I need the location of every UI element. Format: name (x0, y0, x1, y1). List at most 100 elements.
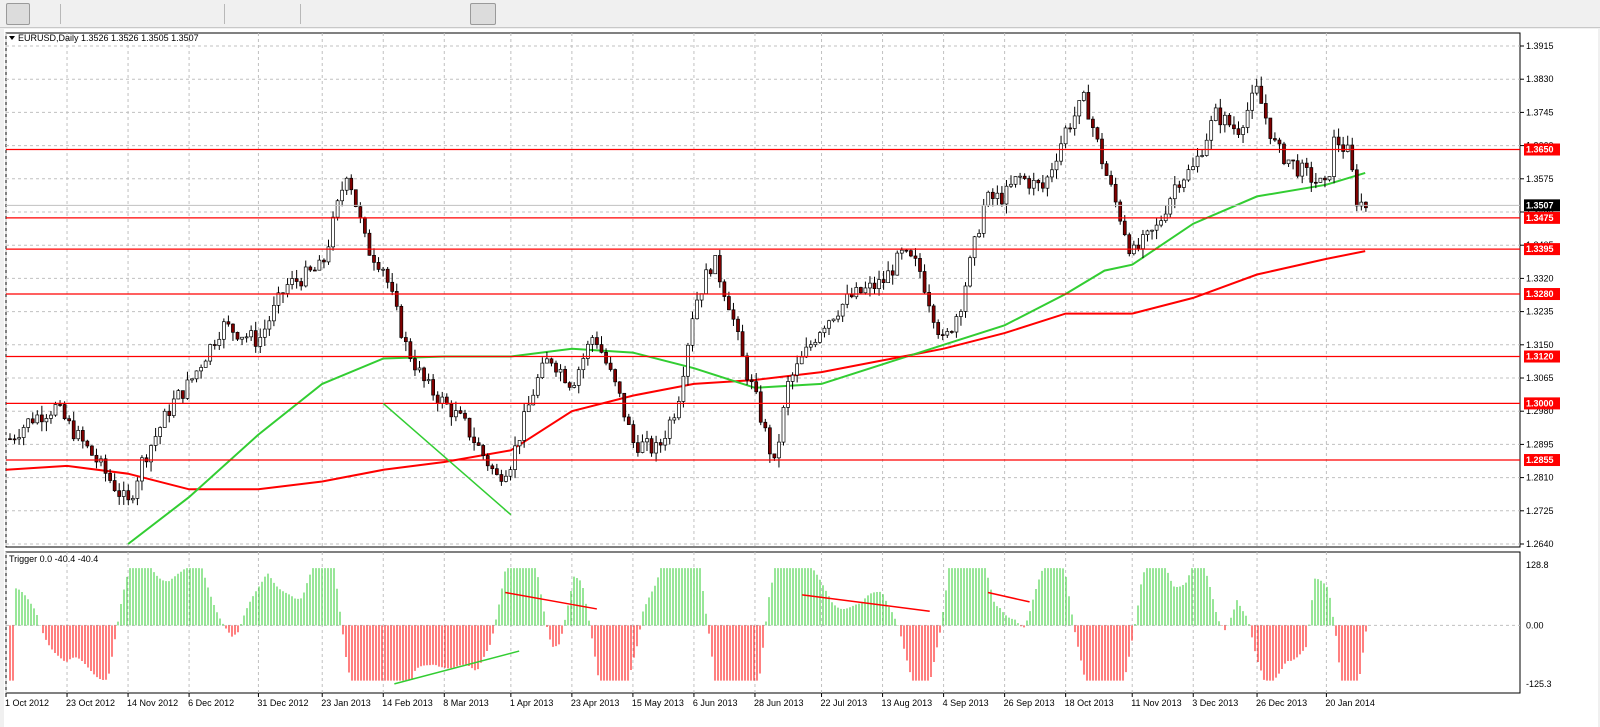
candle (158, 426, 162, 445)
candle-body (1277, 139, 1282, 145)
candle-body (322, 259, 326, 263)
candle-body (831, 318, 836, 322)
candle (740, 324, 745, 357)
timeframe-m5-button[interactable] (335, 3, 361, 25)
candle (1354, 164, 1359, 212)
candle (8, 433, 12, 441)
timeframe-h4-button[interactable] (443, 3, 469, 25)
candle-body (695, 299, 699, 320)
level-price-label: 1.2855 (1526, 455, 1554, 465)
candle-body (149, 445, 153, 463)
candle-body (1341, 144, 1346, 152)
candle (226, 315, 231, 327)
candle-body (1332, 136, 1336, 177)
candle-body (108, 472, 112, 481)
candle (986, 190, 991, 208)
text-label-tool[interactable] (260, 3, 284, 25)
candle (731, 302, 736, 326)
timeframe-m15-button[interactable] (362, 3, 388, 25)
candle-body (1291, 159, 1295, 162)
candle (590, 335, 595, 352)
candle-body (1127, 234, 1132, 255)
candle (1318, 177, 1323, 183)
candle-body (35, 414, 40, 424)
candle (854, 282, 859, 300)
candle (313, 266, 317, 272)
candle-body (458, 410, 463, 414)
candle (717, 249, 722, 288)
candle (112, 473, 117, 492)
candle-body (690, 318, 695, 346)
candle (708, 267, 713, 277)
horizontal-line-tool[interactable] (96, 3, 120, 25)
candle (49, 411, 53, 424)
date-axis-label: 22 Jul 2013 (821, 698, 868, 708)
equidistant-channel-tool[interactable] (152, 3, 176, 25)
date-axis-label: 6 Dec 2012 (188, 698, 234, 708)
candle (736, 316, 740, 341)
level-price-tag (1524, 288, 1560, 301)
fibonacci-tool[interactable] (180, 3, 204, 25)
candle-body (504, 475, 508, 482)
candle (17, 428, 21, 445)
candle (622, 392, 627, 422)
candle-body (936, 322, 941, 335)
candle-body (49, 414, 53, 419)
candle (818, 331, 822, 344)
candle (904, 249, 909, 253)
candle (676, 396, 681, 421)
timeframe-mn-button[interactable] (524, 3, 550, 25)
candle-body (331, 216, 335, 248)
candle-body (463, 412, 467, 419)
timeframe-m30-button[interactable] (389, 3, 415, 25)
candle (71, 411, 76, 442)
candle (235, 331, 240, 341)
candle-body (1136, 244, 1141, 249)
candle-body (740, 331, 745, 357)
candle-body (1068, 127, 1073, 130)
candle (1100, 133, 1104, 170)
timeframe-m1-button[interactable] (308, 3, 334, 25)
candle (203, 359, 208, 368)
timeframe-d1-button[interactable] (470, 3, 496, 25)
candle (576, 366, 581, 394)
candle (1218, 98, 1223, 134)
candle (1168, 196, 1173, 218)
text-tool[interactable] (232, 3, 256, 25)
candle-body (758, 391, 763, 423)
candle-body (1345, 144, 1350, 152)
timeframe-w1-button[interactable] (497, 3, 523, 25)
candle (431, 374, 435, 401)
candle-body (604, 352, 608, 364)
candle-body (495, 468, 499, 475)
candle-body (1095, 127, 1100, 140)
candle-body (21, 427, 26, 438)
chart-canvas[interactable]: 1.39151.38301.37451.36601.35751.34901.34… (4, 29, 1598, 727)
candle-body (1354, 169, 1359, 207)
candle (540, 357, 545, 380)
candle (763, 418, 768, 432)
cursor-tool[interactable] (6, 3, 30, 25)
chart-window[interactable]: 1.39151.38301.37451.36601.35751.34901.34… (4, 29, 1598, 727)
candle-body (1000, 192, 1004, 205)
candle-body (222, 321, 226, 340)
candle-body (90, 445, 94, 456)
current-price-label: 1.3507 (1526, 200, 1554, 210)
level-price-tag (1524, 143, 1560, 156)
candle-body (872, 282, 877, 289)
candle-body (240, 336, 244, 340)
candle (208, 343, 213, 366)
trendline-tool[interactable] (124, 3, 148, 25)
candle (394, 283, 399, 311)
candle-body (158, 427, 162, 437)
candle (1154, 218, 1159, 240)
candle-body (1145, 230, 1150, 235)
candle-body (1204, 139, 1209, 156)
vertical-line-tool[interactable] (68, 3, 92, 25)
toolbar-separator (224, 4, 225, 24)
timeframe-h1-button[interactable] (416, 3, 442, 25)
candle (931, 303, 936, 329)
price-axis-label: 1.3065 (1526, 373, 1554, 383)
candle-body (208, 344, 213, 362)
crosshair-tool[interactable] (34, 3, 58, 25)
